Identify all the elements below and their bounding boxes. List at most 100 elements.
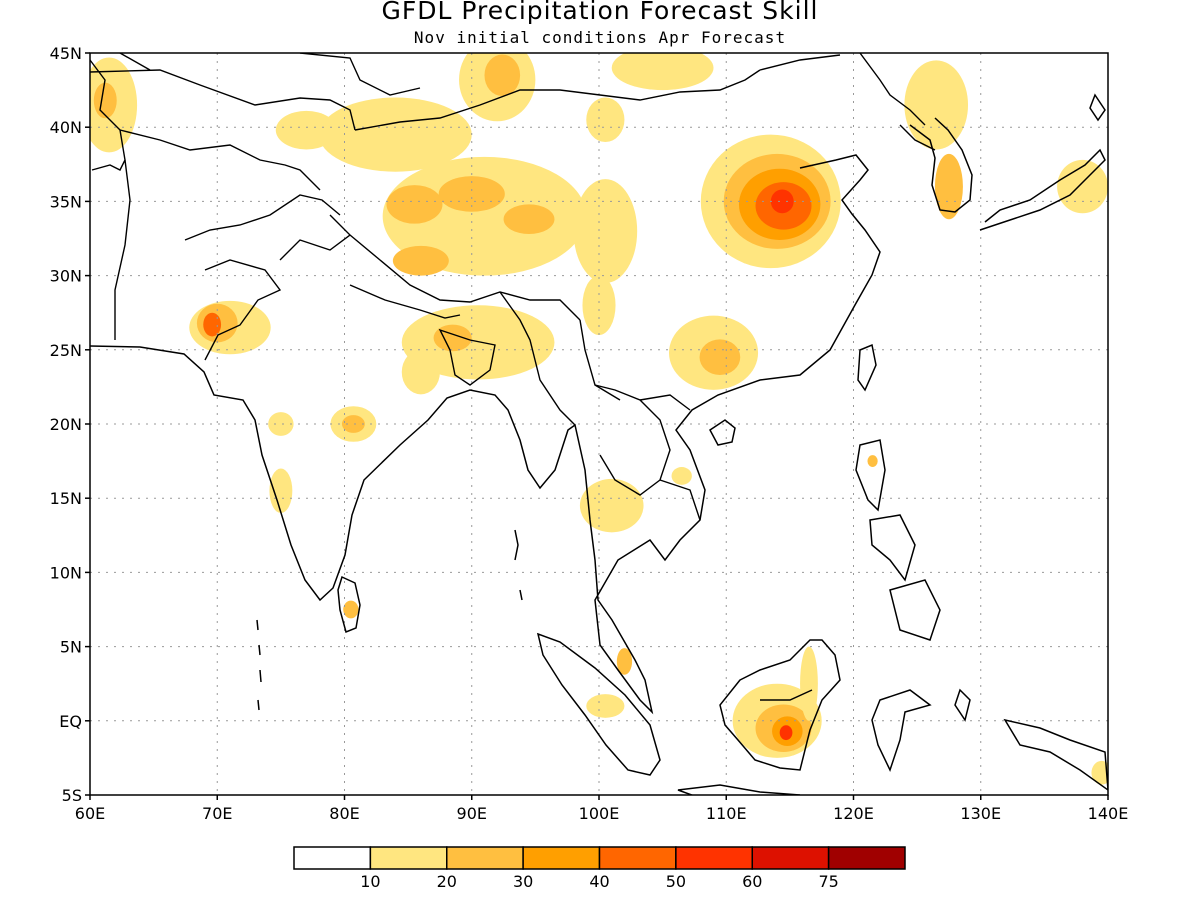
skill-region-36 xyxy=(579,478,644,533)
coastline-halmahera xyxy=(954,688,971,722)
skill-region-12 xyxy=(392,245,449,276)
skill-region-32 xyxy=(343,600,359,619)
skill-region-8 xyxy=(382,156,587,276)
skill-fill-layer xyxy=(90,53,1108,785)
border-china-russia xyxy=(759,53,926,126)
skill-region-9 xyxy=(386,185,443,224)
y-tick-label: 45N xyxy=(50,44,82,63)
skill-region-44 xyxy=(800,646,818,721)
legend-label: 20 xyxy=(437,872,457,891)
border-china-mongolia xyxy=(354,69,761,131)
skill-region-24 xyxy=(203,312,222,337)
skill-region-35 xyxy=(699,339,741,376)
y-tick-label: 5N xyxy=(60,638,82,657)
y-tick-label: 30N xyxy=(50,267,82,286)
map-title: GFDL Precipitation Forecast Skill xyxy=(381,0,819,25)
skill-region-7 xyxy=(586,97,625,143)
x-tick-label: 100E xyxy=(579,804,620,823)
border-caspian xyxy=(90,59,126,171)
coastline-sri-lanka xyxy=(337,575,361,634)
coastline-luzon xyxy=(855,439,886,512)
skill-region-39 xyxy=(616,648,633,675)
skill-region-46 xyxy=(1091,760,1108,785)
border-nepal xyxy=(349,284,461,319)
border-malaysia-borneo xyxy=(760,689,813,701)
skill-region-20 xyxy=(904,60,969,150)
skill-region-1 xyxy=(93,82,117,119)
skill-region-10 xyxy=(438,176,505,212)
skill-region-21 xyxy=(1057,159,1108,214)
skill-region-45 xyxy=(867,455,878,468)
border-north-korea xyxy=(899,124,936,151)
border-thai-laos xyxy=(594,384,671,496)
skill-region-19 xyxy=(934,153,963,220)
coastline-borneo xyxy=(719,639,841,771)
coastlines xyxy=(90,93,1108,795)
y-tick-label: EQ xyxy=(59,712,82,731)
coastline-sulawesi xyxy=(871,689,932,772)
legend-label: 50 xyxy=(666,872,686,891)
legend-swatch xyxy=(446,846,524,870)
coastline-mainland xyxy=(90,154,881,715)
coastline-korea xyxy=(909,117,973,213)
border-kazakhstan-north xyxy=(119,53,421,96)
skill-region-38 xyxy=(586,694,625,718)
coastline-maldives xyxy=(256,619,262,711)
skill-region-29 xyxy=(341,415,365,433)
coastline-java xyxy=(677,784,801,795)
skill-region-25 xyxy=(401,305,555,380)
y-tick-label: 5S xyxy=(62,786,82,805)
map-subtitle: Nov initial conditions Apr Forecast xyxy=(413,28,787,47)
y-tick-label: 15N xyxy=(50,489,82,508)
coastline-japan xyxy=(979,148,1106,231)
border-kazakhstan-south xyxy=(90,69,356,131)
x-tick-label: 140E xyxy=(1088,804,1129,823)
coastline-taiwan xyxy=(857,343,877,392)
skill-region-37 xyxy=(671,467,692,485)
y-tick-label: 10N xyxy=(50,563,82,582)
skill-region-31 xyxy=(269,468,293,514)
axis-ticks: 60E 70E 80E 90E 100E 110E 120E 130E 140E 45N 40N 35… xyxy=(50,44,1129,823)
coastline-new-guinea xyxy=(1003,718,1108,791)
x-tick-label: 60E xyxy=(75,804,105,823)
legend-label: 75 xyxy=(818,872,838,891)
coastline-mindanao xyxy=(889,579,941,641)
legend-label: 10 xyxy=(360,872,380,891)
skill-region-33 xyxy=(582,275,616,335)
skill-region-3 xyxy=(319,97,472,172)
border-pak-india xyxy=(204,259,282,361)
skill-region-11 xyxy=(503,204,555,235)
y-tick-label: 20N xyxy=(50,415,82,434)
x-tick-label: 90E xyxy=(457,804,487,823)
y-tick-label: 40N xyxy=(50,118,82,137)
legend-swatch xyxy=(598,846,677,870)
y-tick-label: 25N xyxy=(50,341,82,360)
coastline-sumatra xyxy=(536,632,661,776)
country-borders xyxy=(90,53,936,701)
legend-label: 40 xyxy=(589,872,609,891)
border-bangladesh xyxy=(438,328,496,386)
border-iran-afghan xyxy=(114,159,131,340)
coastline-andaman xyxy=(514,529,523,601)
skill-region-30 xyxy=(268,412,294,436)
y-tick-label: 35N xyxy=(50,192,82,211)
border-myanmar xyxy=(499,291,621,426)
border-vietnam xyxy=(639,394,701,521)
legend-swatch xyxy=(293,846,372,870)
coastline-hainan xyxy=(709,419,736,446)
border-india-china xyxy=(279,214,581,321)
x-tick-label: 120E xyxy=(833,804,874,823)
coastline-hokkaido xyxy=(1089,93,1106,122)
legend-swatch xyxy=(751,846,830,870)
skill-region-26 xyxy=(433,324,472,352)
skill-region-43 xyxy=(779,725,793,741)
legend-label: 60 xyxy=(742,872,762,891)
legend-swatch xyxy=(522,846,601,870)
x-tick-label: 130E xyxy=(960,804,1001,823)
x-tick-label: 80E xyxy=(329,804,359,823)
x-tick-label: 110E xyxy=(706,804,747,823)
border-uzbek-turkmen xyxy=(119,129,321,191)
skill-region-18 xyxy=(770,189,794,214)
legend-swatch xyxy=(827,846,906,870)
